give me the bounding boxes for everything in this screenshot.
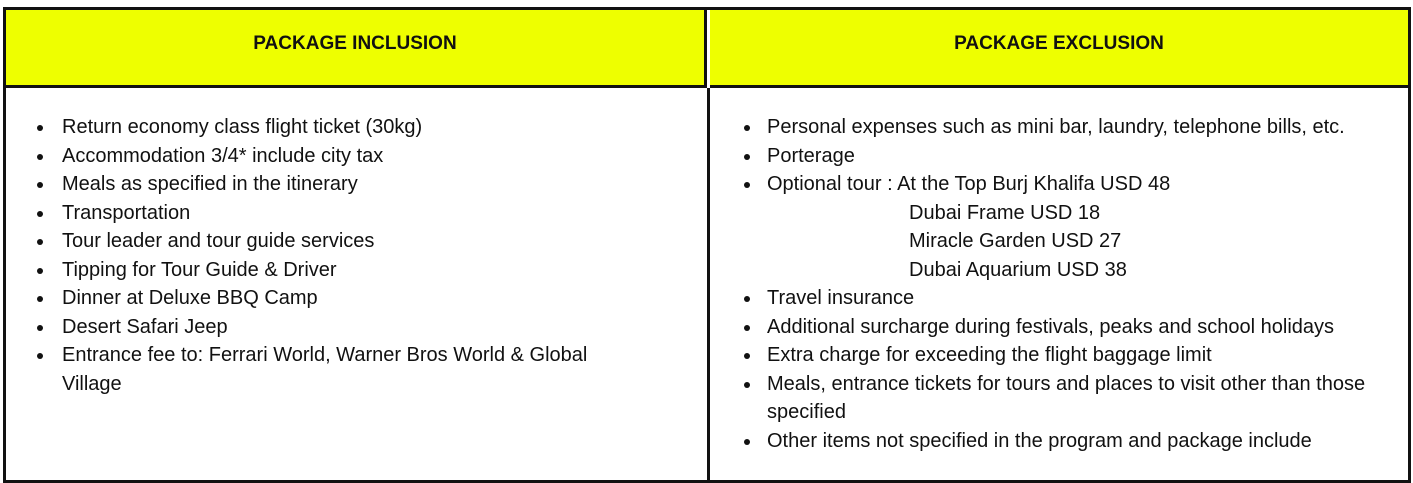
list-item: Personal expenses such as mini bar, laun… (710, 113, 1408, 142)
optional-tour-extra: Dubai Aquarium USD 38 (909, 258, 1127, 281)
list-item: Return economy class flight ticket (30kg… (6, 113, 707, 142)
optional-tour-extra: Dubai Frame USD 18 (909, 201, 1101, 224)
list-item: Tour leader and tour guide services (6, 227, 707, 256)
list-item-optional-tour: Optional tour : At the Top Burj Khalifa … (710, 170, 1408, 284)
inclusion-cell: Return economy class flight ticket (30kg… (6, 91, 707, 480)
list-item: Desert Safari Jeep (6, 313, 707, 342)
optional-tour-extra: Miracle Garden USD 27 (909, 230, 1122, 252)
column-divider (707, 88, 710, 480)
list-item: Transportation (6, 199, 707, 228)
exclusion-header: PACKAGE EXCLUSION (710, 10, 1408, 88)
list-item: Tipping for Tour Guide & Driver (6, 256, 707, 285)
package-table: PACKAGE INCLUSION PACKAGE EXCLUSION Retu… (3, 7, 1411, 483)
list-item: Accommodation 3/4* include city tax (6, 142, 707, 171)
list-item: Meals, entrance tickets for tours and pl… (710, 370, 1408, 427)
list-item: Dinner at Deluxe BBQ Camp (6, 284, 707, 313)
exclusion-list: Personal expenses such as mini bar, laun… (710, 91, 1408, 455)
inclusion-header: PACKAGE INCLUSION (6, 10, 707, 88)
list-item: Porterage (710, 142, 1408, 171)
list-item: Meals as specified in the itinerary (6, 170, 707, 199)
list-item: Additional surcharge during festivals, p… (710, 313, 1408, 342)
exclusion-cell: Personal expenses such as mini bar, laun… (710, 91, 1408, 480)
optional-tour-text: Optional tour : At the Top Burj Khalifa … (767, 173, 1171, 195)
list-item: Extra charge for exceeding the flight ba… (710, 341, 1408, 370)
list-item: Entrance fee to: Ferrari World, Warner B… (6, 341, 707, 398)
inclusion-list: Return economy class flight ticket (30kg… (6, 91, 707, 398)
list-item: Travel insurance (710, 284, 1408, 313)
list-item: Other items not specified in the program… (710, 427, 1408, 456)
